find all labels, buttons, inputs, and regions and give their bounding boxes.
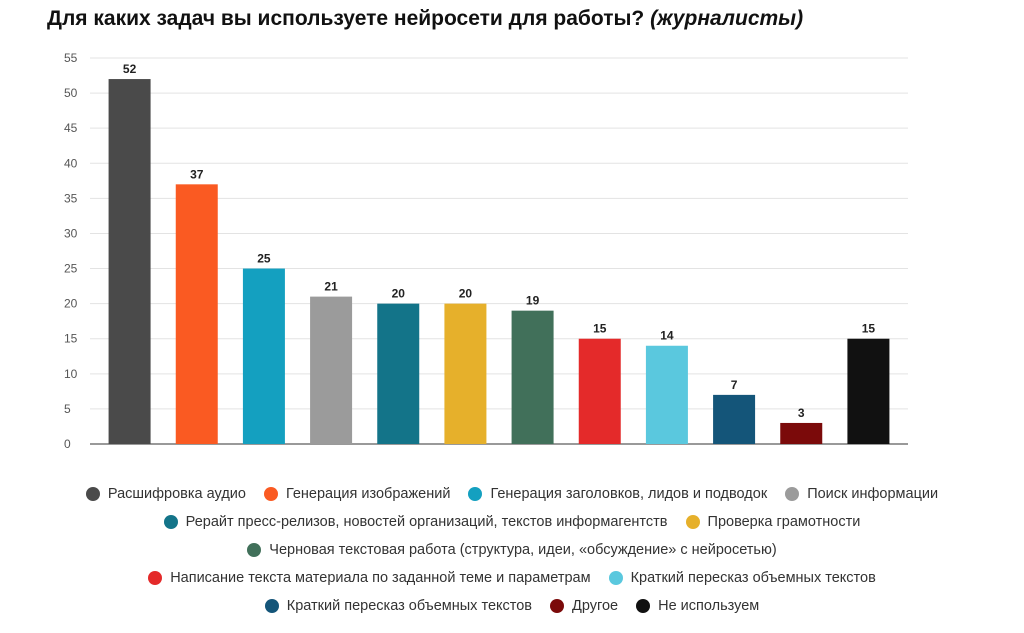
legend-item: Расшифровка аудио [85,486,246,502]
legend-label: Расшифровка аудио [107,486,246,502]
y-tick-label: 0 [64,437,71,451]
bar [377,303,420,444]
bar-value-label: 37 [190,167,204,181]
legend-item: Поиск информации [785,486,938,502]
y-tick-label: 10 [64,367,78,381]
y-tick-label: 5 [64,402,71,416]
legend-row: Краткий пересказ объемных текстов Другое Н… [20,592,1004,620]
legend-item: Краткий пересказ объемных текстов [264,598,533,614]
legend-swatch [550,599,565,613]
bar-value-label: 7 [731,378,738,392]
legend-label: Черновая текстовая работа (структура, ид… [269,542,777,558]
chart-legend: Расшифровка аудио Генерация изображений Ге… [20,480,1004,620]
bar-value-label: 20 [459,287,473,301]
legend-row: Расшифровка аудио Генерация изображений Ге… [20,480,1004,508]
bar [310,296,353,444]
bar [780,422,823,444]
legend-label: Рерайт пресс-релизов, новостей организац… [185,514,668,530]
legend-label: Написание текста материала по заданной т… [170,570,591,586]
y-tick-label: 40 [64,156,78,170]
chart-title: Для каких задач вы используете нейросети… [47,7,803,31]
legend-label: Краткий пересказ объемных текстов [286,598,533,614]
y-tick-label: 55 [64,51,78,65]
bar-value-label: 3 [798,406,805,420]
legend-swatch [636,599,651,613]
legend-item: Рерайт пресс-релизов, новостей организац… [163,514,668,530]
legend-item: Краткий пересказ объемных текстов [608,570,876,586]
y-tick-label: 20 [64,297,78,311]
legend-item: Написание текста материала по заданной т… [148,570,591,586]
legend-label: Генерация заголовков, лидов и подводок [490,486,768,502]
legend-label: Поиск информации [807,486,939,502]
legend-label: Краткий пересказ объемных текстов [630,570,876,586]
chart-title-main: Для каких задач вы используете нейросети… [47,7,645,30]
legend-swatch [85,487,100,501]
bar [578,338,621,444]
legend-swatch [608,571,623,585]
y-tick-label: 35 [64,191,78,205]
legend-swatch [468,487,483,501]
legend-label: Генерация изображений [285,486,451,502]
y-tick-label: 15 [64,332,78,346]
bar [847,338,890,444]
bar [444,303,487,444]
y-tick-label: 30 [64,226,78,240]
bar [511,310,554,444]
legend-item: Не используем [636,598,759,614]
bar [713,394,756,444]
chart-title-subtitle: (журналисты) [650,7,804,30]
y-tick-label: 45 [64,121,78,135]
bar-value-label: 25 [257,252,271,266]
bar-value-label: 52 [123,62,137,76]
legend-item: Черновая текстовая работа (структура, ид… [247,542,777,558]
legend-swatch [263,487,278,501]
legend-row: Черновая текстовая работа (структура, ид… [20,536,1004,564]
legend-item: Генерация заголовков, лидов и подводок [468,486,767,502]
bar-value-label: 20 [392,287,406,301]
bar-value-label: 21 [324,280,338,294]
bar [175,184,218,444]
legend-item: Генерация изображений [263,486,451,502]
legend-swatch [163,515,178,529]
bar [108,79,151,445]
bar [242,268,285,444]
legend-row: Рерайт пресс-релизов, новостей организац… [20,508,1004,536]
legend-item: Другое [550,598,618,614]
bar-value-label: 15 [862,322,876,336]
legend-row: Написание текста материала по заданной т… [20,564,1004,592]
bar [645,345,688,444]
legend-label: Не используем [658,598,760,614]
legend-item: Проверка грамотности [685,514,861,530]
legend-swatch [685,515,700,529]
bar-value-label: 14 [660,329,674,343]
bar-value-label: 19 [526,294,540,308]
legend-swatch [247,543,262,557]
y-tick-label: 25 [64,262,78,276]
legend-swatch [264,599,279,613]
y-tick-label: 50 [64,86,78,100]
legend-swatch [785,487,800,501]
legend-label: Проверка грамотности [707,514,861,530]
legend-swatch [148,571,163,585]
legend-label: Другое [572,598,619,614]
bar-value-label: 15 [593,322,607,336]
